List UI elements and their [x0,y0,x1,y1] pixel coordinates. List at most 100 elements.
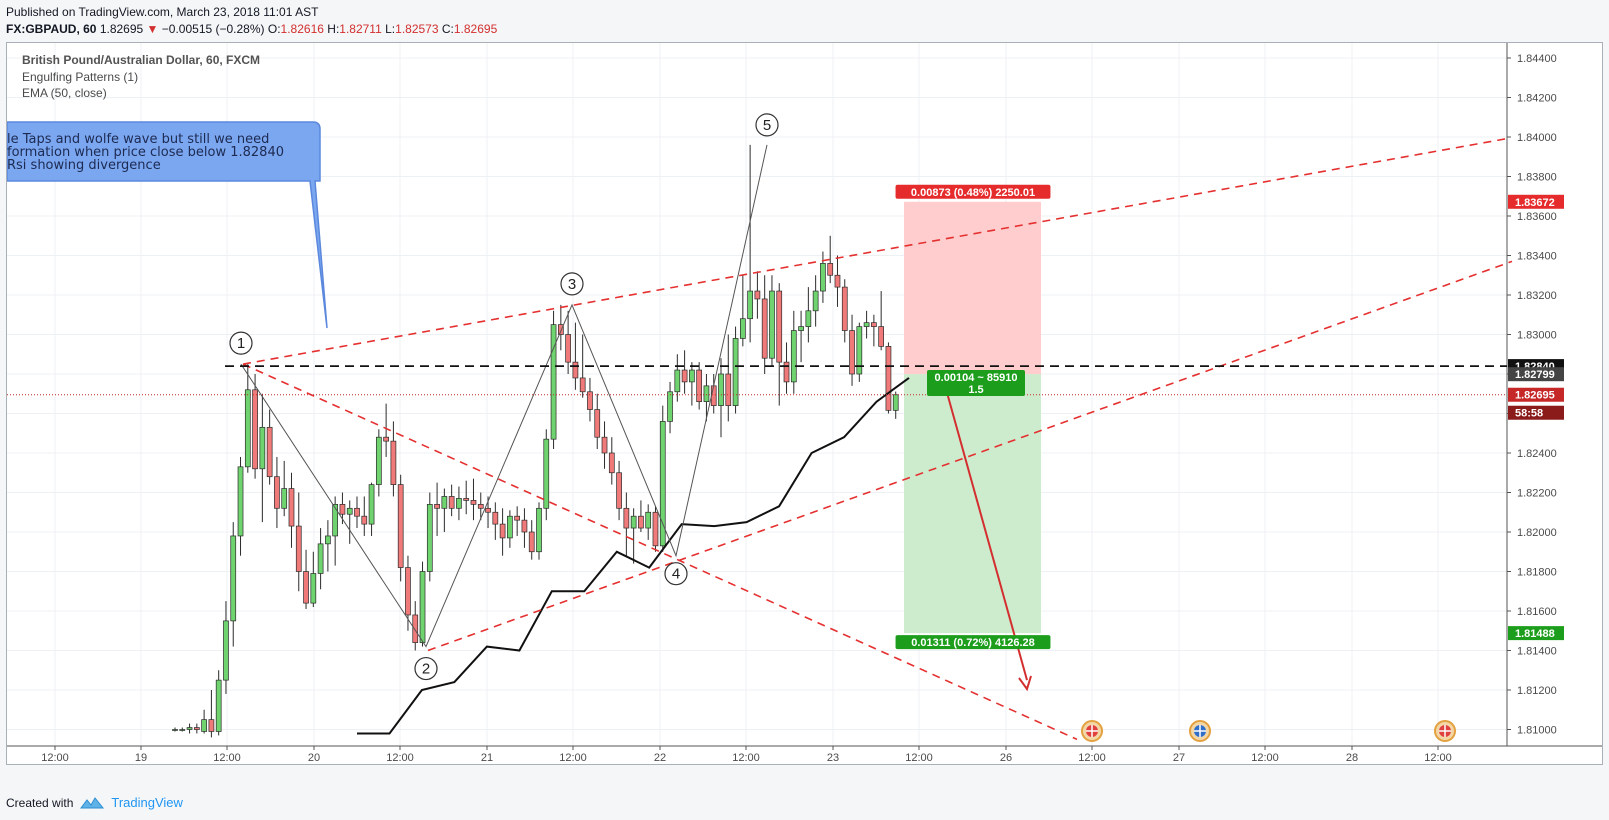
candle [339,504,346,515]
tradingview-brand-link[interactable]: TradingView [111,795,183,810]
candle [412,614,419,643]
wave-label-2[interactable]: 2 [414,656,438,681]
price-tick-label: 1.84000 [1517,132,1557,144]
candle [230,535,237,622]
footer: Created with TradingView [6,795,183,810]
legend-title: British Pound/Australian Dollar, 60, FXC… [22,53,261,67]
candle [572,361,579,379]
candle [492,511,499,525]
candle [375,436,382,485]
wave-number: 5 [763,117,771,134]
wave-circle [755,113,779,137]
candle [223,620,229,681]
candle [616,472,622,509]
stop-label-text: 0.00873 (0.48%) 2250.01 [911,187,1035,199]
candle [477,504,484,509]
target-trendline[interactable] [242,363,1078,741]
low-value: 1.82573 [395,22,439,36]
legend-engulfing[interactable]: Engulfing Patterns (1) [22,70,139,84]
wave-number: 1 [237,335,245,352]
time-tick-label: 22 [654,752,666,764]
price-tick-label: 1.82200 [1517,488,1557,500]
symbol-ohlc-bar: FX:GBPAUD, 60 1.82695 ▼ −0.00515 (−0.28%… [6,22,497,36]
wave-label-3[interactable]: 3 [560,272,584,296]
time-tick-label: 12:00 [1078,752,1106,764]
candle [259,426,266,470]
time-tick-label: 12:00 [1251,752,1279,764]
candle [536,507,542,553]
price-tick-label: 1.81200 [1517,685,1557,697]
price-tick-label: 1.83600 [1517,211,1557,223]
time-tick-label: 12:00 [1424,752,1452,764]
close-value: 1.82695 [453,22,498,36]
last-price-tag: 1.82695 [1508,387,1564,402]
candle [725,373,732,406]
candle [288,488,295,527]
candle [579,377,586,393]
time-tick-label: 12:00 [732,752,760,764]
price-tick-label: 1.81000 [1517,725,1557,737]
candle [441,496,448,509]
candle [383,436,389,442]
candle [703,385,710,403]
economic-event-flag-icon[interactable] [1189,720,1211,742]
entry-price-tag: 1.82799 [1508,367,1564,382]
candle [434,504,440,509]
candle [659,421,666,547]
candle [805,310,812,327]
time-tick-label: 23 [827,752,839,764]
last-price: 1.82695 [99,22,144,36]
candle [856,326,863,375]
candle [645,511,652,529]
economic-event-flag-icon[interactable] [1434,720,1456,742]
candle [208,719,215,732]
candle [710,385,717,406]
candle [397,484,404,568]
stop-loss-zone[interactable] [904,201,1041,375]
upper-trendline[interactable] [242,138,1506,365]
candle [652,511,659,547]
candle [354,507,360,517]
candle [456,498,462,509]
ema-line[interactable] [357,377,910,735]
wave-label-4[interactable]: 4 [664,562,688,586]
chart-pane[interactable]: 1.84400 1.84200 1.84000 1.83800 1.83600 1.834… [6,42,1603,765]
high-value: 1.82711 [339,22,382,36]
target-label-bg [895,635,1051,650]
target-price-tag-text: 1.81488 [1515,628,1555,640]
candle [674,369,681,393]
price-tick-label: 1.81600 [1517,606,1557,618]
candle [798,326,804,331]
stop-price-tag-bg [1508,194,1564,209]
legend-ema[interactable]: EMA (50, close) [22,86,107,100]
time-tick-label: 28 [1346,752,1358,764]
target-label[interactable]: 0.01311 (0.72%) 4126.28 [895,635,1051,650]
price-tick-label: 1.84400 [1517,53,1557,65]
wave-label-1[interactable]: 1 [229,331,253,355]
candles [172,144,899,738]
price-tick-label: 1.83000 [1517,330,1557,342]
callout-note[interactable]: le Taps and wolfe wave but still we need… [7,121,328,329]
wave-number: 4 [672,566,680,583]
price-tick-label: 1.84200 [1517,93,1557,105]
lower-trendline[interactable] [427,260,1513,652]
candle [878,326,885,347]
candle [499,523,506,539]
candle [201,719,207,732]
stop-label[interactable]: 0.00873 (0.48%) 2250.01 [895,184,1051,199]
projection-arrow[interactable] [943,381,1028,681]
wolfe-wave-path[interactable] [240,144,768,648]
candle [834,274,841,288]
time-tick-label: 26 [1000,752,1012,764]
take-profit-zone[interactable] [904,374,1041,634]
economic-event-flag-icon[interactable] [1081,720,1103,742]
candle [310,573,317,604]
candle [696,369,703,402]
wave-number: 3 [568,276,576,293]
candle [557,324,564,335]
candle [419,571,426,643]
price-chart[interactable]: 1.84400 1.84200 1.84000 1.83800 1.83600 1.834… [7,43,1602,764]
wave-label-5[interactable]: 5 [755,113,779,137]
candle [892,394,899,411]
